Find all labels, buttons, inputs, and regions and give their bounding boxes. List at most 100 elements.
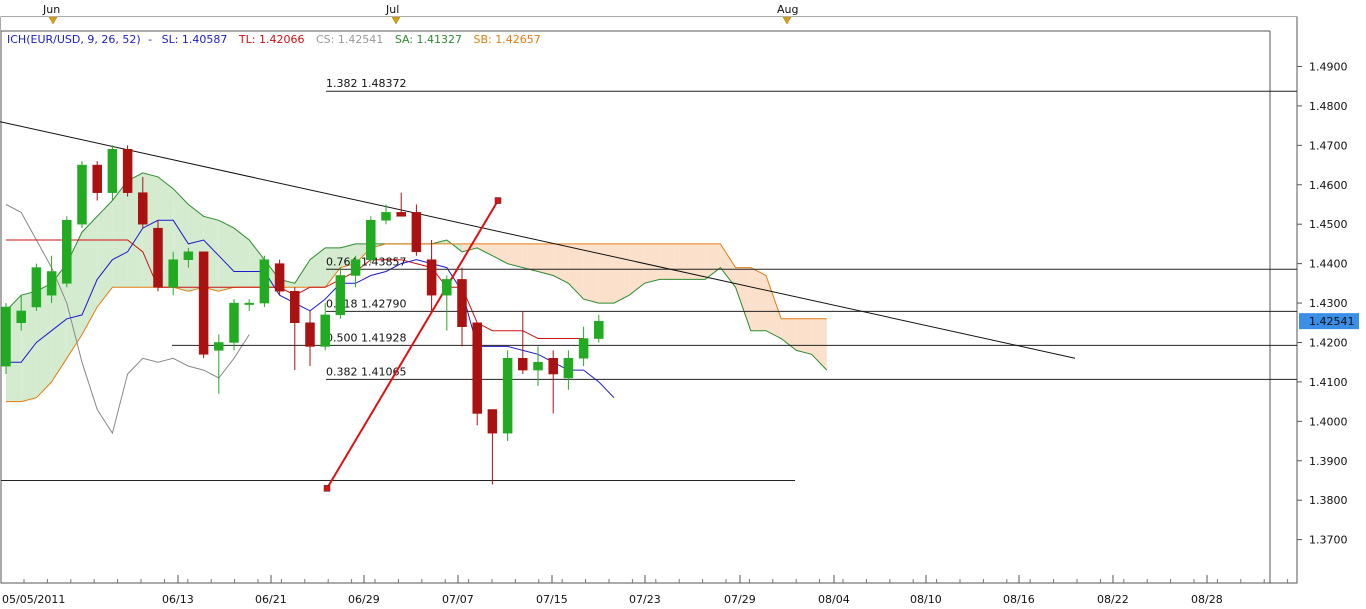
kijun-line bbox=[6, 219, 615, 399]
cloud-segment bbox=[811, 318, 827, 371]
month-marker-triangle bbox=[48, 16, 58, 25]
cloud-segment bbox=[492, 243, 508, 264]
y-tick-label: 1.3800 bbox=[1309, 494, 1348, 507]
candle-bear bbox=[198, 251, 209, 355]
candle-bull bbox=[533, 361, 543, 371]
cloud-segment bbox=[781, 318, 797, 351]
month-label: Aug bbox=[777, 3, 798, 16]
y-tick-label: 1.3900 bbox=[1309, 455, 1348, 468]
cloud-segment bbox=[477, 243, 493, 256]
candle-bull bbox=[502, 358, 513, 434]
candle-bull bbox=[229, 302, 239, 343]
x-tick-label: 08/04 bbox=[818, 593, 850, 606]
candle-bull bbox=[563, 358, 574, 379]
x-tick-label: 06/13 bbox=[162, 593, 194, 606]
top-strip bbox=[1, 17, 1297, 31]
candle-bull bbox=[31, 267, 42, 308]
candle-bear bbox=[305, 322, 315, 347]
indicator-sb: SB: 1.42657 bbox=[474, 33, 541, 46]
cloud-segment bbox=[750, 267, 766, 331]
y-tick-label: 1.4200 bbox=[1309, 336, 1348, 349]
cloud-segment bbox=[218, 220, 234, 292]
cloud-segment bbox=[690, 243, 706, 280]
candles bbox=[1, 145, 604, 485]
fib-level-label: 0.764 1.43857 bbox=[326, 255, 406, 268]
indicator-sa: SA: 1.41327 bbox=[395, 33, 462, 46]
trend-lines bbox=[0, 121, 1076, 492]
cloud-segment bbox=[644, 243, 660, 284]
candle-bull bbox=[335, 275, 346, 316]
x-tick-label: 07/15 bbox=[536, 593, 568, 606]
month-label: Jul bbox=[385, 3, 399, 16]
indicator-separator: - bbox=[148, 33, 152, 46]
candle-bull bbox=[366, 220, 376, 260]
cloud-segment bbox=[325, 247, 341, 288]
cloud-segment bbox=[21, 291, 37, 402]
candle-bear bbox=[290, 290, 300, 324]
candle-bull bbox=[16, 310, 26, 324]
indicator-cs: CS: 1.42541 bbox=[316, 33, 383, 46]
x-tick-label: 07/07 bbox=[442, 593, 474, 606]
cloud-segment bbox=[553, 243, 569, 284]
cloud-segment bbox=[36, 283, 52, 398]
candle-bear bbox=[518, 358, 528, 371]
fib-level-label: 0.382 1.41065 bbox=[326, 365, 406, 378]
fibonacci-anchor-line bbox=[326, 200, 499, 489]
x-axis: 05/05/2011 06/13 06/21 06/29 07/07 07/15 07/23… bbox=[2, 575, 1289, 606]
cloud-segment bbox=[522, 243, 538, 272]
candle-bull bbox=[381, 212, 391, 221]
y-tick-label: 1.4600 bbox=[1309, 179, 1348, 192]
candle-bear bbox=[396, 212, 406, 217]
fib-level-label: 0.500 1.41928 bbox=[326, 331, 406, 344]
candle-bear bbox=[472, 322, 482, 414]
y-tick-label: 1.3700 bbox=[1309, 534, 1348, 547]
candle-bear bbox=[548, 358, 558, 375]
candle-bear bbox=[153, 227, 163, 288]
cloud-segment bbox=[720, 243, 736, 288]
indicator-tl: TL: 1.42066 bbox=[238, 33, 305, 46]
month-marker-triangle bbox=[391, 16, 401, 25]
x-tick-label: 08/10 bbox=[910, 593, 942, 606]
y-tick-label: 1.4100 bbox=[1309, 376, 1348, 389]
candle-bull bbox=[77, 164, 87, 225]
chikou-span-line bbox=[5, 204, 250, 435]
cloud-segment bbox=[583, 243, 599, 304]
y-tick-label: 1.4800 bbox=[1309, 100, 1348, 113]
candle-bull bbox=[594, 320, 604, 339]
x-tick-label: 05/05/2011 bbox=[2, 593, 65, 606]
candle-bear bbox=[122, 149, 133, 193]
x-tick-label: 07/23 bbox=[629, 593, 661, 606]
cloud-segment bbox=[614, 243, 630, 304]
candle-bear bbox=[138, 192, 148, 225]
candle-bear bbox=[274, 263, 285, 292]
y-tick-label: 1.4900 bbox=[1309, 60, 1348, 73]
plot-area bbox=[0, 16, 1298, 584]
month-markers: Jun Jul Aug bbox=[42, 3, 798, 25]
cloud-segment bbox=[507, 243, 523, 268]
candle-bear bbox=[426, 259, 437, 296]
cloud-segment bbox=[538, 243, 554, 276]
candle-bull bbox=[214, 342, 224, 351]
fibonacci-levels: 1.382 1.48372 0.764 1.43857 0.618 1.42790 0… bbox=[1, 77, 1297, 481]
cloud-segment bbox=[294, 259, 310, 288]
candle-bull bbox=[350, 259, 361, 276]
candle-bull bbox=[578, 338, 589, 359]
cloud-segment bbox=[97, 200, 113, 307]
month-label: Jun bbox=[42, 3, 60, 16]
candle-bull bbox=[244, 302, 254, 305]
cloud-segment bbox=[659, 243, 675, 280]
candle-bull bbox=[62, 220, 72, 284]
fib-anchor-high-marker bbox=[494, 197, 502, 204]
last-price-label: 1.42541 bbox=[1309, 315, 1355, 328]
candle-bull bbox=[168, 259, 178, 288]
candle-bull bbox=[259, 259, 270, 304]
candle-bear bbox=[411, 212, 422, 253]
y-tick-label: 1.4700 bbox=[1309, 139, 1348, 152]
indicator-name: ICH(EUR/USD, 9, 26, 52) bbox=[7, 33, 141, 46]
candle-bear bbox=[92, 164, 102, 193]
cloud-segment bbox=[568, 243, 584, 300]
x-tick-label: 08/16 bbox=[1003, 593, 1035, 606]
x-tick-label: 06/21 bbox=[255, 593, 287, 606]
fib-level-label: 0.618 1.42790 bbox=[326, 297, 406, 310]
